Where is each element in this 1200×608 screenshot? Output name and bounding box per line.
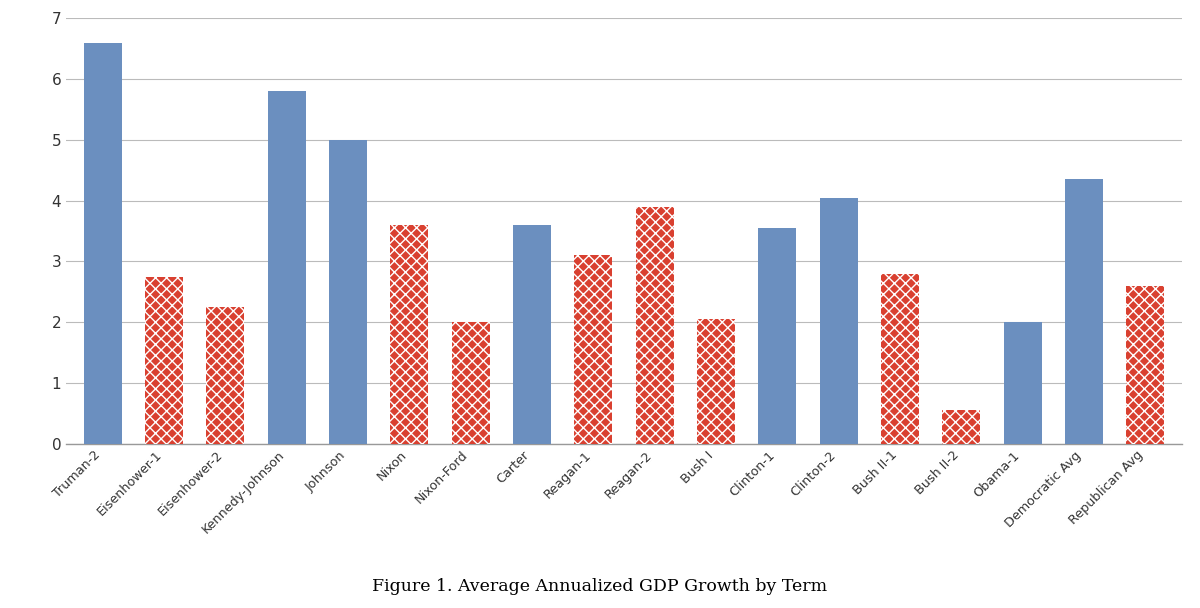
Bar (451, 322, 490, 444)
Bar (451, 322, 490, 444)
Bar (697, 319, 734, 444)
Bar (268, 91, 306, 444)
Bar (881, 274, 919, 444)
Bar (206, 307, 245, 444)
Bar (1126, 286, 1164, 444)
Bar (390, 225, 428, 444)
Bar (575, 255, 612, 444)
Bar (820, 198, 858, 444)
Bar (697, 319, 734, 444)
Text: Figure 1. Average Annualized GDP Growth by Term: Figure 1. Average Annualized GDP Growth … (372, 578, 828, 595)
Bar (206, 307, 245, 444)
Bar (758, 228, 797, 444)
Bar (390, 225, 428, 444)
Bar (84, 43, 122, 444)
Bar (1064, 179, 1103, 444)
Bar (145, 277, 184, 444)
Bar (329, 140, 367, 444)
Bar (942, 410, 980, 444)
Bar (942, 410, 980, 444)
Bar (514, 225, 551, 444)
Bar (1126, 286, 1164, 444)
Bar (1003, 322, 1042, 444)
Bar (145, 277, 184, 444)
Bar (636, 207, 673, 444)
Bar (636, 207, 673, 444)
Bar (575, 255, 612, 444)
Bar (881, 274, 919, 444)
